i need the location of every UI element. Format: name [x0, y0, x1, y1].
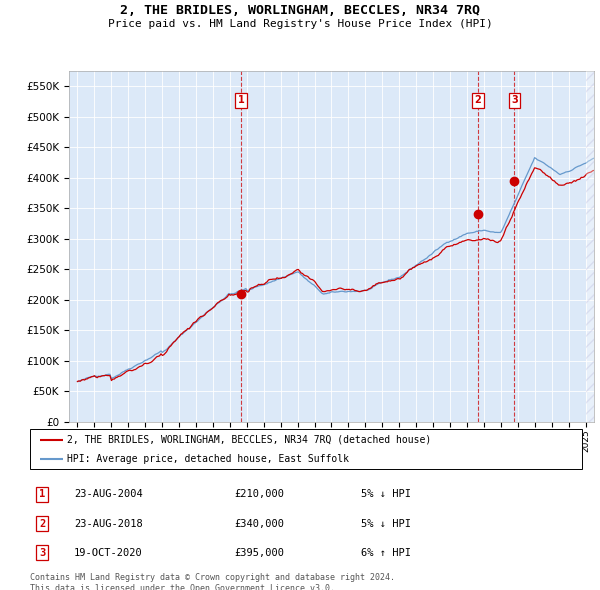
Text: HPI: Average price, detached house, East Suffolk: HPI: Average price, detached house, East…: [67, 454, 349, 464]
Text: £340,000: £340,000: [234, 519, 284, 529]
Text: 19-OCT-2020: 19-OCT-2020: [74, 548, 143, 558]
Text: £395,000: £395,000: [234, 548, 284, 558]
Text: 1: 1: [39, 489, 45, 499]
Text: 5% ↓ HPI: 5% ↓ HPI: [361, 489, 411, 499]
Text: 6% ↑ HPI: 6% ↑ HPI: [361, 548, 411, 558]
Text: £210,000: £210,000: [234, 489, 284, 499]
Text: 23-AUG-2004: 23-AUG-2004: [74, 489, 143, 499]
Text: Price paid vs. HM Land Registry's House Price Index (HPI): Price paid vs. HM Land Registry's House …: [107, 19, 493, 29]
Text: 23-AUG-2018: 23-AUG-2018: [74, 519, 143, 529]
Text: 3: 3: [39, 548, 45, 558]
Text: 2: 2: [39, 519, 45, 529]
Bar: [586, 71, 594, 422]
Text: 2: 2: [475, 95, 481, 105]
Text: 2, THE BRIDLES, WORLINGHAM, BECCLES, NR34 7RQ (detached house): 2, THE BRIDLES, WORLINGHAM, BECCLES, NR3…: [67, 435, 431, 445]
Text: Contains HM Land Registry data © Crown copyright and database right 2024.
This d: Contains HM Land Registry data © Crown c…: [30, 573, 395, 590]
Text: 1: 1: [238, 95, 244, 105]
Text: 3: 3: [511, 95, 518, 105]
Text: 2, THE BRIDLES, WORLINGHAM, BECCLES, NR34 7RQ: 2, THE BRIDLES, WORLINGHAM, BECCLES, NR3…: [120, 4, 480, 17]
Text: 5% ↓ HPI: 5% ↓ HPI: [361, 519, 411, 529]
